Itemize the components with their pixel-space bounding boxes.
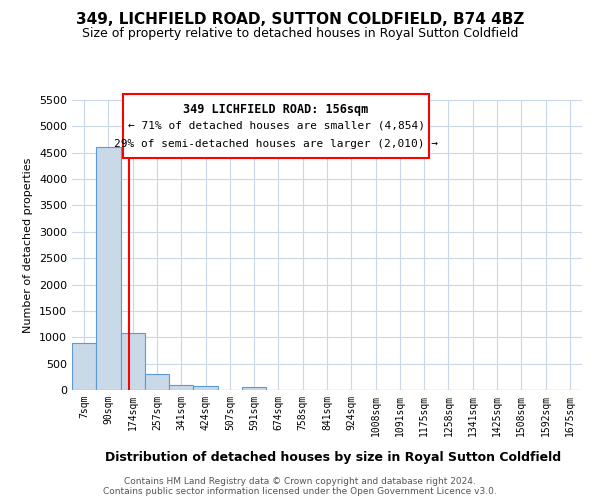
Text: Contains public sector information licensed under the Open Government Licence v3: Contains public sector information licen…: [103, 486, 497, 496]
Text: Distribution of detached houses by size in Royal Sutton Coldfield: Distribution of detached houses by size …: [105, 451, 561, 464]
Text: 349, LICHFIELD ROAD, SUTTON COLDFIELD, B74 4BZ: 349, LICHFIELD ROAD, SUTTON COLDFIELD, B…: [76, 12, 524, 28]
Text: Contains HM Land Registry data © Crown copyright and database right 2024.: Contains HM Land Registry data © Crown c…: [124, 476, 476, 486]
Bar: [72, 342, 96, 390]
Bar: [193, 386, 218, 390]
Bar: [242, 387, 266, 390]
Bar: [145, 374, 169, 390]
Text: 349 LICHFIELD ROAD: 156sqm: 349 LICHFIELD ROAD: 156sqm: [184, 103, 368, 116]
FancyBboxPatch shape: [123, 94, 429, 158]
Text: Size of property relative to detached houses in Royal Sutton Coldfield: Size of property relative to detached ho…: [82, 28, 518, 40]
Text: ← 71% of detached houses are smaller (4,854): ← 71% of detached houses are smaller (4,…: [128, 120, 425, 130]
Text: 29% of semi-detached houses are larger (2,010) →: 29% of semi-detached houses are larger (…: [114, 139, 438, 149]
Bar: [169, 386, 193, 390]
Bar: [121, 334, 145, 390]
Y-axis label: Number of detached properties: Number of detached properties: [23, 158, 34, 332]
Bar: [96, 148, 121, 390]
